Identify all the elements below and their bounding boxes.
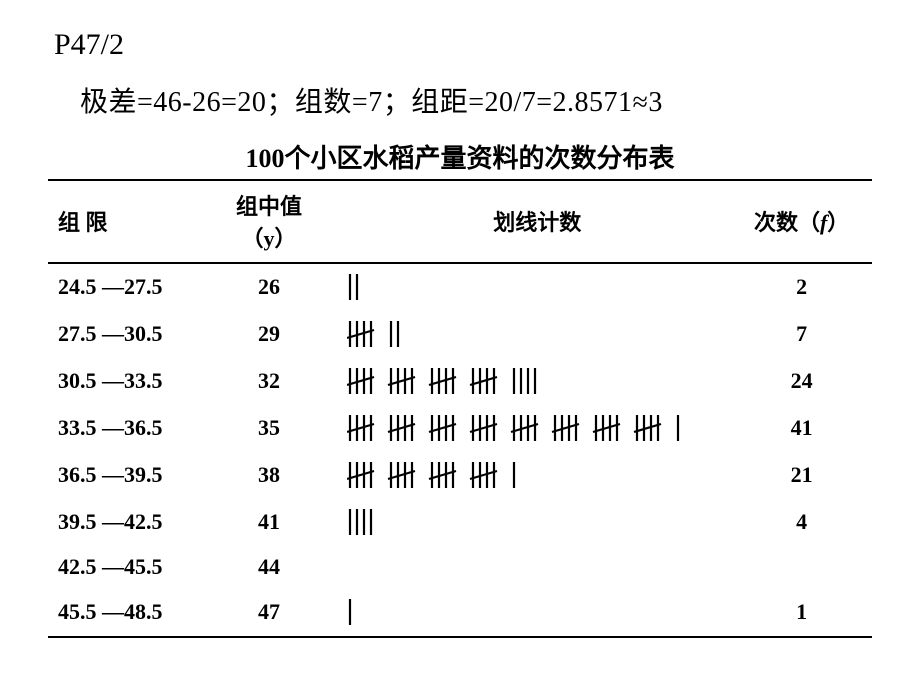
table-row: 45.5 —48.547 1 bbox=[48, 589, 872, 637]
table-row: 36.5 —39.538 21 bbox=[48, 452, 872, 499]
cell-tally bbox=[329, 358, 731, 405]
header-range: 组 限 bbox=[48, 180, 209, 263]
cell-frequency: 1 bbox=[731, 589, 872, 637]
table-row: 33.5 —36.535 41 bbox=[48, 405, 872, 452]
table-row: 39.5 —42.541 4 bbox=[48, 499, 872, 546]
cell-midpoint: 26 bbox=[209, 263, 330, 311]
cell-frequency: 24 bbox=[731, 358, 872, 405]
calculation-line: 极差=46-26=20；组数=7；组距=20/7=2.8571≈3 bbox=[80, 80, 872, 120]
page-reference: P47/2 bbox=[54, 28, 872, 62]
cell-range: 27.5 —30.5 bbox=[48, 311, 209, 358]
cell-tally bbox=[329, 589, 731, 637]
cell-range: 30.5 —33.5 bbox=[48, 358, 209, 405]
cell-frequency: 41 bbox=[731, 405, 872, 452]
cell-frequency: 21 bbox=[731, 452, 872, 499]
cell-tally bbox=[329, 546, 731, 589]
cell-tally bbox=[329, 311, 731, 358]
header-mid-var: y bbox=[264, 226, 275, 251]
table-row: 42.5 —45.544 bbox=[48, 546, 872, 589]
cell-frequency: 2 bbox=[731, 263, 872, 311]
cell-tally bbox=[329, 405, 731, 452]
cell-range: 42.5 —45.5 bbox=[48, 546, 209, 589]
cell-frequency bbox=[731, 546, 872, 589]
cell-range: 33.5 —36.5 bbox=[48, 405, 209, 452]
cell-midpoint: 38 bbox=[209, 452, 330, 499]
cell-range: 36.5 —39.5 bbox=[48, 452, 209, 499]
header-freq-prefix: 次数（ bbox=[754, 210, 820, 235]
cell-midpoint: 32 bbox=[209, 358, 330, 405]
cell-midpoint: 35 bbox=[209, 405, 330, 452]
cell-tally bbox=[329, 452, 731, 499]
table-body: 24.5 —27.526 2 27.5 —30.529 7 30.5 —33.532 24… bbox=[48, 263, 872, 637]
table-header-row: 组 限 组中值（y） 划线计数 次数（f） bbox=[48, 180, 872, 263]
header-mid-suffix: ） bbox=[275, 226, 297, 251]
table-row: 24.5 —27.526 2 bbox=[48, 263, 872, 311]
table-title: 100个小区水稻产量资料的次数分布表 bbox=[48, 138, 872, 175]
header-tally: 划线计数 bbox=[329, 180, 731, 263]
cell-midpoint: 29 bbox=[209, 311, 330, 358]
header-freq-suffix: ） bbox=[827, 210, 849, 235]
cell-range: 45.5 —48.5 bbox=[48, 589, 209, 637]
table-row: 27.5 —30.529 7 bbox=[48, 311, 872, 358]
cell-frequency: 4 bbox=[731, 499, 872, 546]
table-row: 30.5 —33.532 24 bbox=[48, 358, 872, 405]
cell-frequency: 7 bbox=[731, 311, 872, 358]
cell-midpoint: 47 bbox=[209, 589, 330, 637]
frequency-table: 组 限 组中值（y） 划线计数 次数（f） 24.5 —27.526227.5 … bbox=[48, 179, 872, 638]
header-midpoint: 组中值（y） bbox=[209, 180, 330, 263]
cell-range: 24.5 —27.5 bbox=[48, 263, 209, 311]
cell-tally bbox=[329, 499, 731, 546]
cell-midpoint: 44 bbox=[209, 546, 330, 589]
header-frequency: 次数（f） bbox=[731, 180, 872, 263]
cell-midpoint: 41 bbox=[209, 499, 330, 546]
cell-tally bbox=[329, 263, 731, 311]
cell-range: 39.5 —42.5 bbox=[48, 499, 209, 546]
